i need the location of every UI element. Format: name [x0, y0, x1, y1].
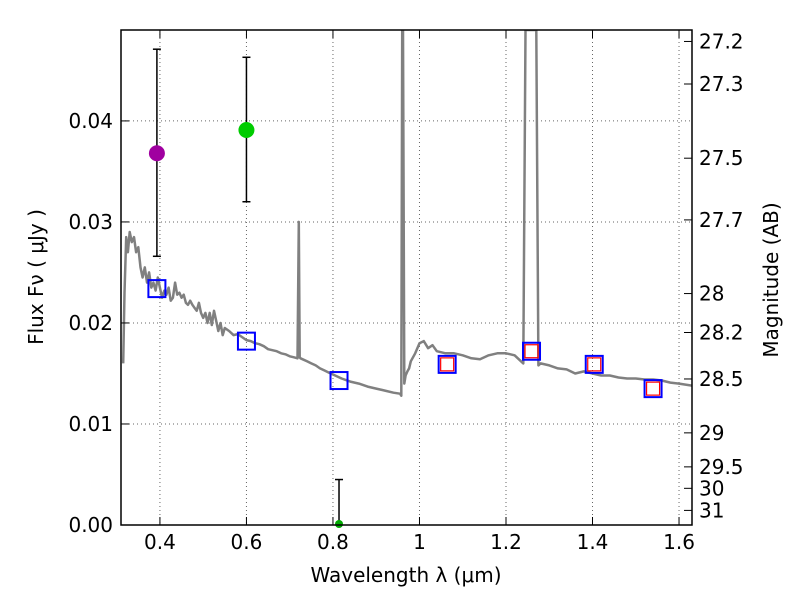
- observed-photometry-square: [645, 381, 661, 396]
- y2-axis-label: Magnitude (AB): [759, 202, 783, 357]
- photometry-markers: [147, 48, 663, 528]
- x-tick-label: 1: [413, 530, 426, 554]
- y2-tick-label: 28: [699, 282, 724, 306]
- sed-model-curve: [121, 30, 692, 397]
- y2-tick-label: 31: [699, 498, 724, 522]
- model-photometry-square: [643, 379, 663, 399]
- observed-flux-point: [335, 520, 344, 528]
- axis-ticks: [121, 30, 692, 526]
- y2-tick-label: 27.3: [699, 72, 744, 96]
- sed-model-layer: [121, 30, 692, 397]
- model-photometry-square: [522, 341, 542, 361]
- y2-tick-label: 28.5: [699, 367, 744, 391]
- y2-tick-label: 27.2: [699, 29, 744, 53]
- grid-lines: [121, 30, 692, 526]
- observed-photometry-square: [587, 357, 602, 372]
- x-tick-label: 0.6: [231, 530, 263, 554]
- y-tick-label: 0.03: [68, 210, 113, 234]
- model-photometry-square: [236, 331, 256, 351]
- y2-tick-label: 29: [699, 421, 724, 445]
- y-tick-label: 0.00: [68, 513, 113, 537]
- y-tick-label: 0.02: [68, 311, 113, 335]
- model-photometry-square: [437, 354, 457, 374]
- y2-tick-label: 28.2: [699, 320, 744, 344]
- tick-labels: 0.4 0.6 0.8 1 1.2 1.4 1.6 0.00 0.01 0.02 0.03 0.04 2…: [68, 29, 743, 554]
- model-photometry-square: [147, 279, 167, 299]
- x-tick-label: 1.4: [577, 530, 609, 554]
- model-photometry-square: [329, 371, 349, 391]
- observed-photometry-square: [440, 357, 455, 372]
- x-tick-label: 1.2: [490, 530, 522, 554]
- y-axis-label: Flux Fν ( μJy ): [24, 209, 48, 345]
- y2-tick-label: 27.7: [699, 208, 744, 232]
- observed-photometry-square: [524, 344, 539, 359]
- observed-flux-point: [148, 145, 165, 162]
- x-axis-label: Wavelength λ (μm): [310, 563, 501, 587]
- y2-tick-label: 29.5: [699, 455, 744, 479]
- x-tick-label: 1.6: [663, 530, 695, 554]
- y-tick-label: 0.01: [68, 412, 113, 436]
- x-tick-label: 0.4: [144, 530, 176, 554]
- y2-tick-label: 30: [699, 476, 724, 500]
- y-tick-label: 0.04: [68, 109, 113, 133]
- model-photometry-square: [584, 354, 604, 374]
- observed-flux-point: [238, 122, 255, 139]
- y2-tick-label: 27.5: [699, 146, 744, 170]
- x-tick-label: 0.8: [317, 530, 349, 554]
- plot-frame: [120, 29, 693, 526]
